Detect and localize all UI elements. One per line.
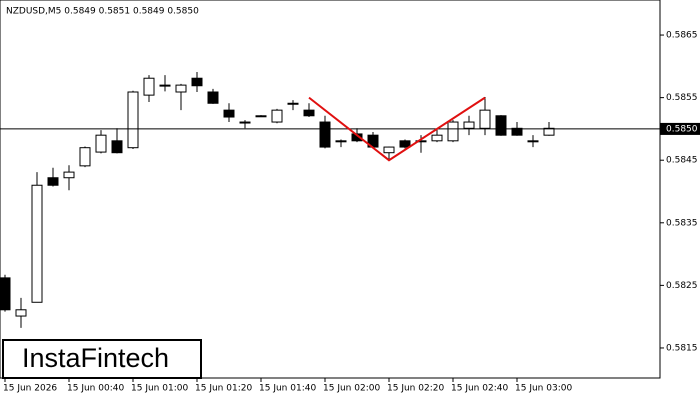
y-tick-label: 0.5825: [666, 281, 698, 291]
candle-body: [543, 127, 555, 136]
candle-body: [79, 147, 91, 167]
candle-body: [159, 84, 171, 87]
candle-body: [31, 184, 43, 303]
double-top-pattern: [308, 96, 486, 162]
candle-body: [255, 115, 267, 118]
candle-body: [207, 91, 219, 104]
y-tick-label: 0.5845: [666, 156, 698, 166]
logo-box: [2, 339, 202, 379]
candle-body: [399, 140, 411, 148]
price-tag: [660, 122, 700, 135]
candle-body: [15, 309, 27, 317]
candle-body: [335, 140, 347, 143]
candle-body: [95, 134, 107, 153]
x-tick-label: 15 Jun 01:20: [195, 384, 252, 394]
candle-body: [287, 102, 299, 105]
candle-body: [479, 109, 491, 129]
candle-body: [319, 121, 331, 148]
plot-frame: [0, 0, 661, 379]
candle-body: [447, 121, 459, 142]
y-tick-label: 0.5815: [666, 343, 698, 353]
y-tick-label: 0.5865: [666, 31, 698, 41]
candle-body: [63, 171, 75, 179]
logo: InstaFintech: [22, 343, 169, 373]
y-tick-label: 0.5855: [666, 93, 698, 103]
candle-body: [415, 140, 427, 143]
candle-body: [191, 77, 203, 87]
price-tag-label: 0.5850: [666, 124, 698, 134]
candle-body: [223, 109, 235, 118]
y-tick-label: 0.5835: [666, 218, 698, 228]
candle-body: [143, 77, 155, 96]
candle-body: [271, 109, 283, 123]
candle-body: [303, 109, 315, 117]
candle-body: [495, 115, 507, 136]
candle-body: [175, 84, 187, 93]
x-tick-label: 15 Jun 01:00: [131, 384, 188, 394]
x-tick-label: 15 Jun 03:00: [515, 384, 572, 394]
x-tick-label: 15 Jun 00:40: [67, 384, 124, 394]
x-tick-label: 15 Jun 02:40: [451, 384, 508, 394]
candle-body: [127, 91, 139, 149]
candle-body: [463, 121, 475, 129]
x-tick-label: 15 Jun 01:40: [259, 384, 316, 394]
candle-body: [111, 140, 123, 154]
candle-body: [511, 127, 523, 136]
candle-body: [431, 134, 443, 142]
chart-header: NZDUSD,M5 0.5849 0.5851 0.5849 0.5850: [6, 7, 199, 17]
candle-body: [47, 177, 59, 186]
x-tick-label: 15 Jun 02:00: [323, 384, 380, 394]
candle-body: [0, 277, 11, 311]
candle-body: [383, 146, 395, 154]
candle-body: [527, 140, 539, 143]
x-tick-label: 15 Jun 02:20: [387, 384, 444, 394]
x-tick-label: 15 Jun 2026: [3, 384, 57, 394]
candle-body: [239, 121, 251, 124]
